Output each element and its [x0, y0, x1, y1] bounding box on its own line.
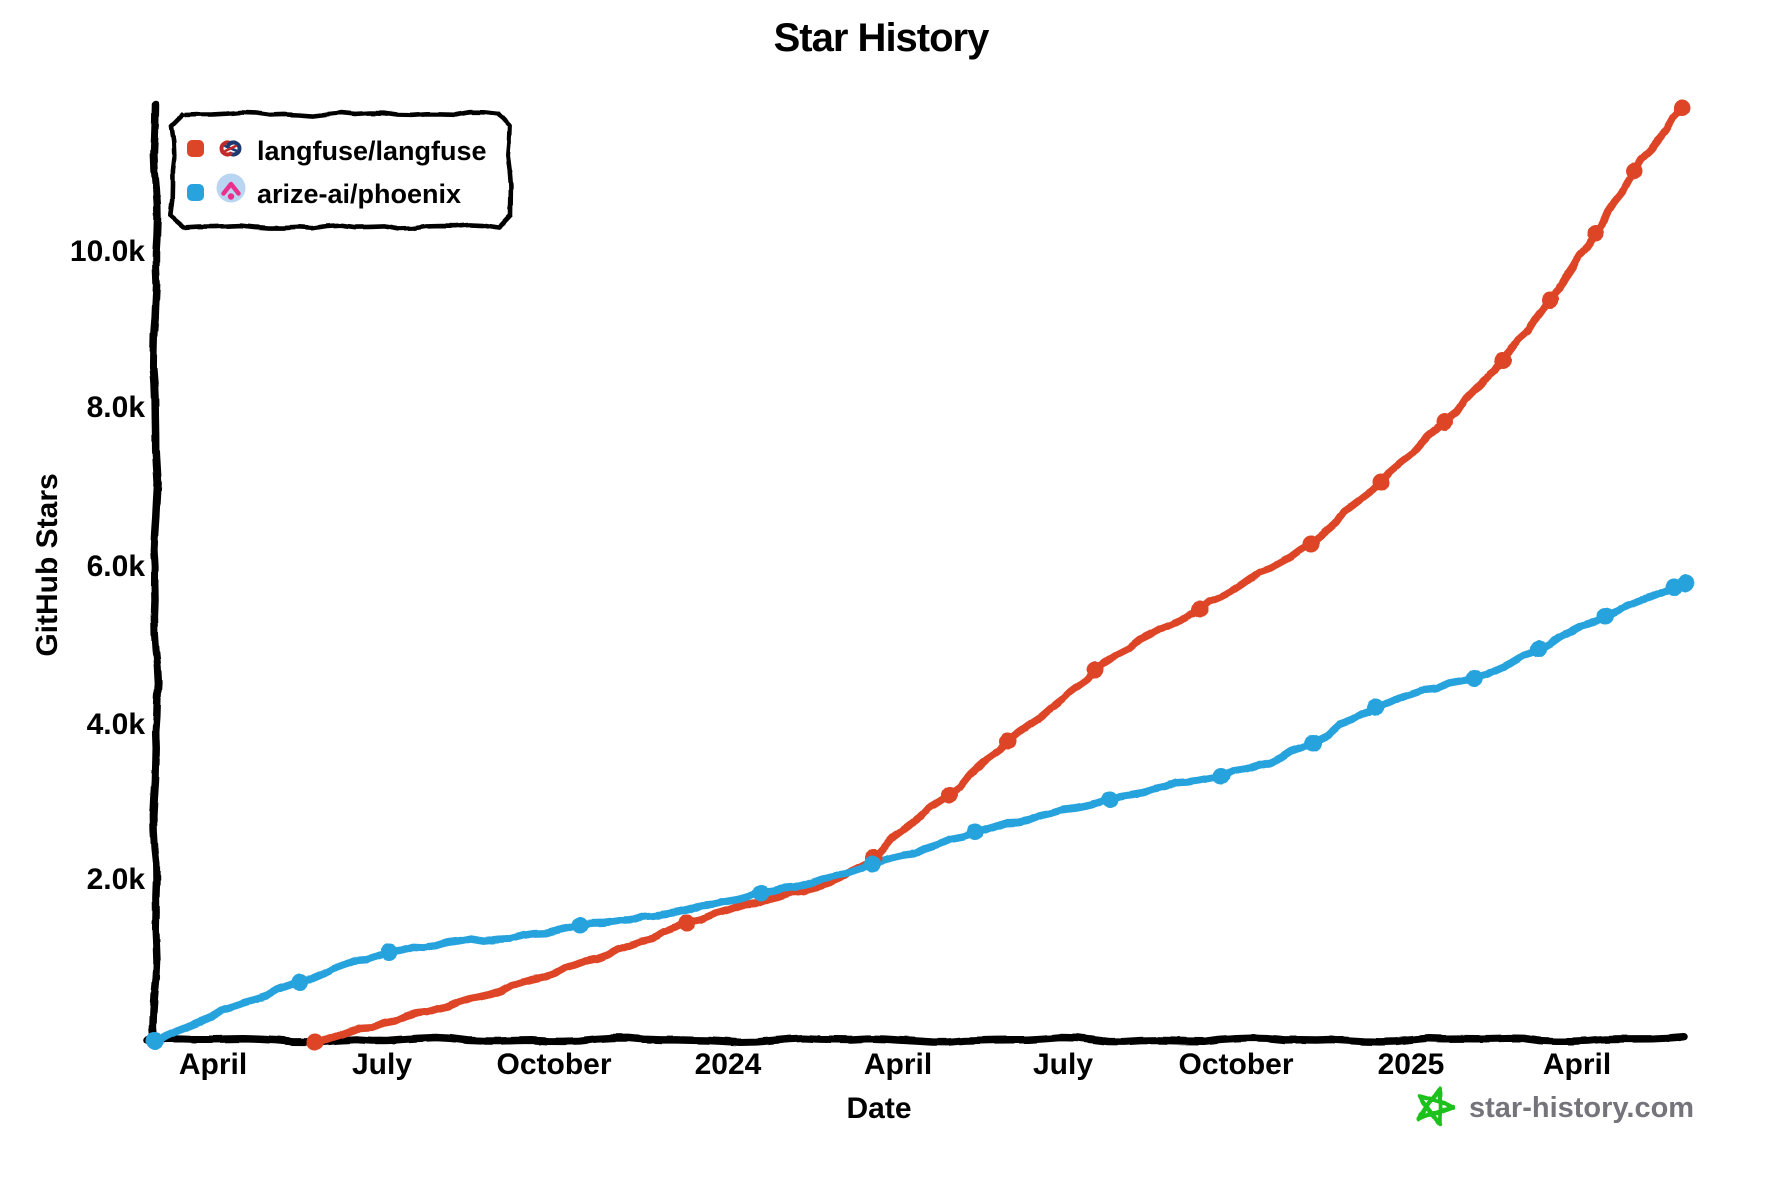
svg-text:arize-ai/phoenix: arize-ai/phoenix [257, 179, 461, 209]
svg-text:10.0k: 10.0k [70, 235, 145, 268]
svg-text:July: July [352, 1048, 412, 1081]
svg-text:Date: Date [846, 1092, 911, 1125]
svg-text:April: April [864, 1048, 932, 1081]
svg-text:4.0k: 4.0k [87, 708, 146, 741]
svg-text:star-history.com: star-history.com [1469, 1092, 1694, 1124]
svg-text:8.0k: 8.0k [87, 391, 146, 424]
svg-text:April: April [179, 1048, 247, 1081]
svg-text:6.0k: 6.0k [87, 550, 146, 583]
svg-text:2.0k: 2.0k [87, 863, 146, 896]
svg-text:Star History: Star History [774, 16, 990, 60]
svg-text:GitHub Stars: GitHub Stars [31, 473, 64, 656]
svg-text:April: April [1543, 1048, 1611, 1081]
svg-text:2025: 2025 [1378, 1048, 1445, 1081]
svg-text:langfuse/langfuse: langfuse/langfuse [257, 136, 487, 166]
svg-text:October: October [496, 1048, 611, 1081]
svg-text:October: October [1178, 1048, 1293, 1081]
svg-text:July: July [1033, 1048, 1093, 1081]
svg-text:2024: 2024 [695, 1048, 762, 1081]
